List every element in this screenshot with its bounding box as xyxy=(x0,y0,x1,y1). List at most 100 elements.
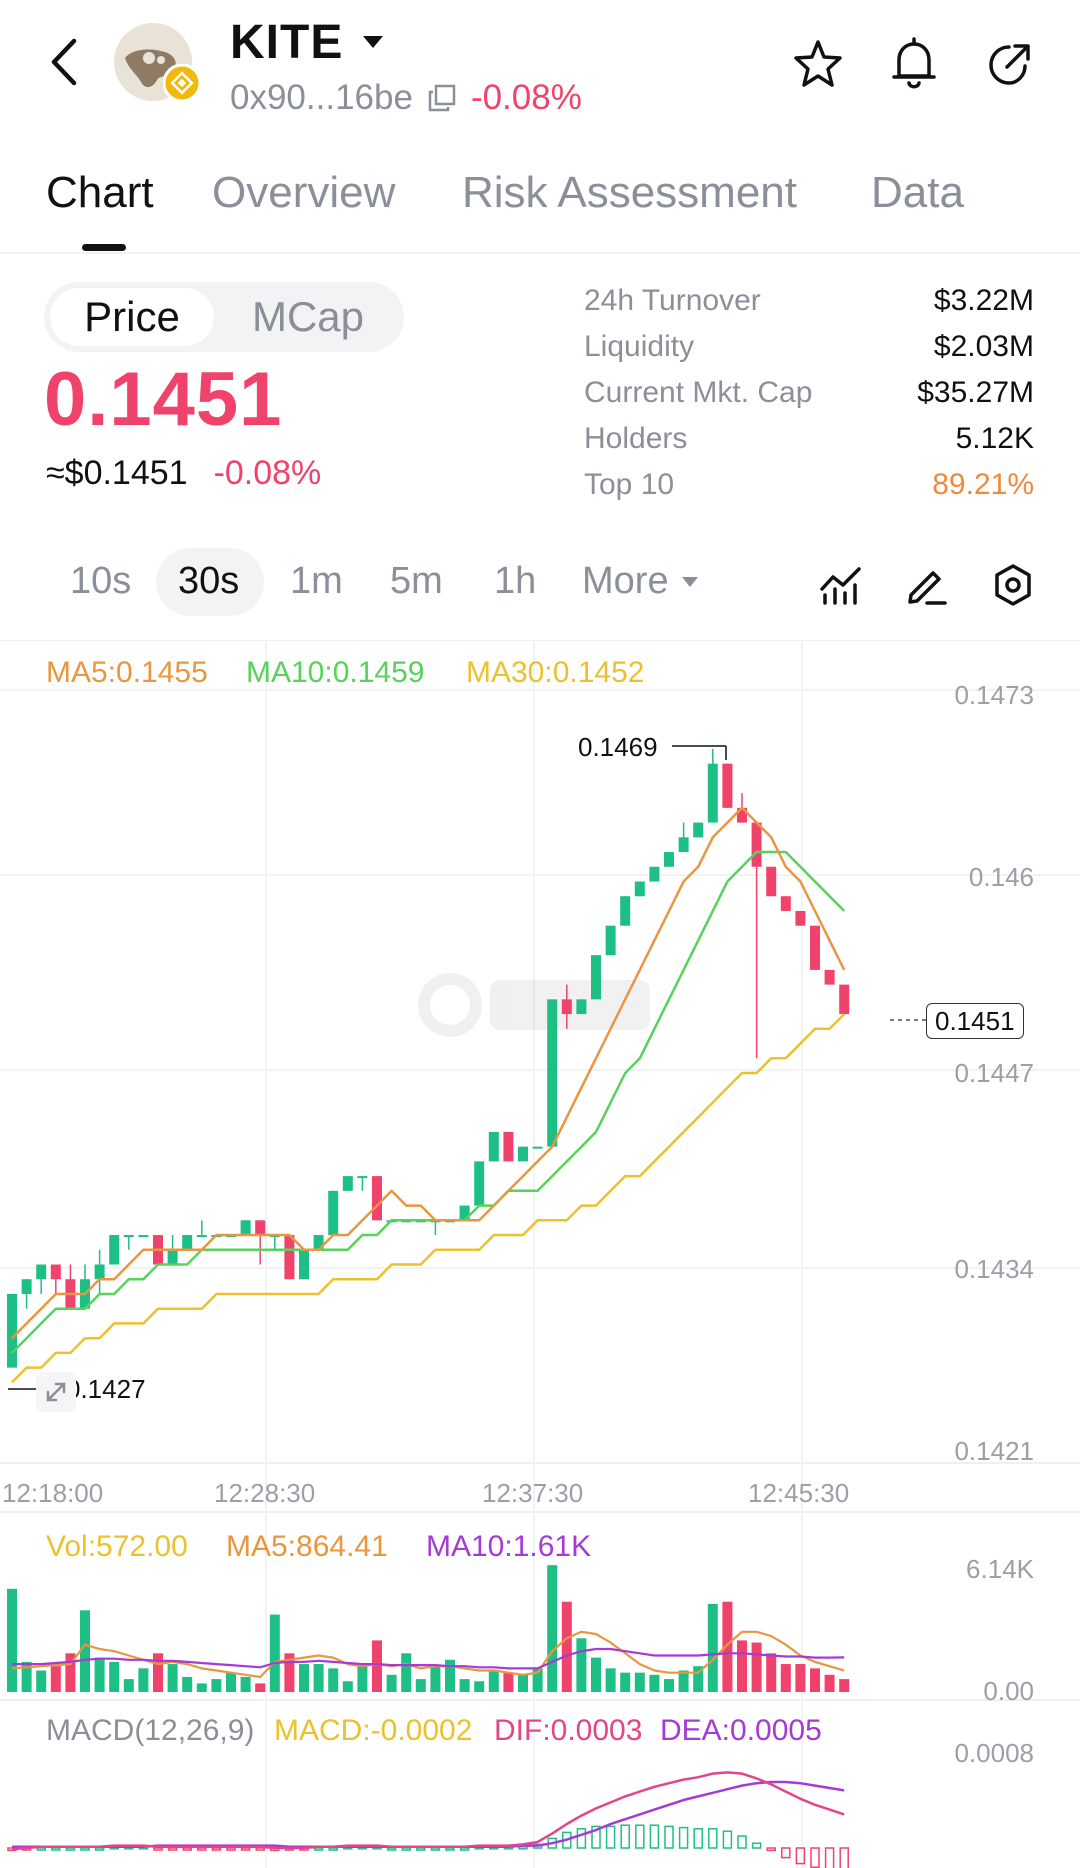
x-tick-3: 12:45:30 xyxy=(748,1478,850,1508)
y-tick-1: 0.146 xyxy=(968,862,1034,892)
stat-value-turnover: $3.22M xyxy=(933,284,1034,317)
volume-bar xyxy=(780,1664,791,1692)
toggle-price[interactable]: Price xyxy=(50,288,214,346)
macd-hist-bar xyxy=(605,1825,616,1849)
chart-settings-button[interactable] xyxy=(988,560,1038,610)
back-button[interactable] xyxy=(40,34,90,90)
candle-body xyxy=(21,1279,32,1294)
macd-dif-line xyxy=(11,1771,845,1851)
volume-bar xyxy=(357,1666,368,1692)
macd-hist-bar xyxy=(678,1826,689,1849)
macd-hist-bar xyxy=(65,1847,76,1851)
candle-body xyxy=(518,1146,528,1162)
macd-hist-bar xyxy=(620,1824,630,1849)
volume-bar xyxy=(503,1672,514,1692)
volume-bar xyxy=(664,1679,674,1692)
address-row: 0x90...16be -0.08% xyxy=(230,78,582,118)
volume-ma10-line xyxy=(12,1647,845,1670)
alert-button[interactable] xyxy=(886,34,942,94)
timeframe-5m[interactable]: 5m xyxy=(390,560,443,602)
tab-risk-assessment[interactable]: Risk Assessment xyxy=(462,168,797,217)
stat-label-holders: Holders xyxy=(584,422,688,455)
macd-hist-bar xyxy=(430,1847,441,1851)
indicators-icon xyxy=(820,567,861,605)
macd-hist-bar xyxy=(781,1847,791,1859)
volume-bar xyxy=(824,1674,835,1692)
indicators-button[interactable] xyxy=(816,560,866,610)
timeframe-1h[interactable]: 1h xyxy=(494,560,537,602)
legend-vol-ma10: MA10:1.61K xyxy=(426,1530,592,1563)
timeframe-30s[interactable]: 30s xyxy=(178,560,240,602)
volume-bar xyxy=(21,1661,32,1692)
candle-body xyxy=(357,1176,368,1179)
volume-bar xyxy=(649,1674,660,1692)
candle-body xyxy=(605,925,616,956)
toggle-mcap[interactable]: MCap xyxy=(226,288,390,346)
tab-overview[interactable]: Overview xyxy=(212,168,396,217)
candle-body xyxy=(737,807,747,823)
last-price-tag: 0.1451 xyxy=(926,1003,1024,1039)
candle-body xyxy=(503,1131,514,1162)
candle-body xyxy=(780,896,791,911)
macd-hist-bar xyxy=(167,1847,178,1851)
macd-hist-bar xyxy=(576,1828,587,1849)
candle-body xyxy=(766,866,777,897)
candle-body xyxy=(299,1249,309,1280)
volume-bar xyxy=(153,1653,163,1692)
tab-data[interactable]: Data xyxy=(871,168,964,217)
volume-bar xyxy=(123,1679,134,1692)
x-tick-0: 12:18:00 xyxy=(2,1478,104,1508)
timeframe-10s[interactable]: 10s xyxy=(70,560,132,602)
back-arrow-icon xyxy=(51,38,77,86)
expand-chart-button[interactable] xyxy=(36,1372,76,1412)
ma10-line xyxy=(11,850,846,1354)
usd-price: ≈$0.1451 xyxy=(46,454,188,492)
volume-bar xyxy=(561,1601,572,1692)
volume-bar xyxy=(459,1679,470,1692)
favorite-button[interactable] xyxy=(790,36,846,92)
stat-value-liquidity: $2.03M xyxy=(933,330,1034,363)
candle-body xyxy=(634,881,645,897)
tab-chart[interactable]: Chart xyxy=(46,168,154,217)
timeframe-1m[interactable]: 1m xyxy=(290,560,343,602)
token-selector[interactable]: KITE xyxy=(230,14,385,70)
candle-body xyxy=(167,1249,178,1265)
legend-macd-title: MACD(12,26,9) xyxy=(46,1714,255,1747)
candle-body xyxy=(576,999,587,1015)
volume-bar xyxy=(372,1640,382,1692)
volume-bar xyxy=(445,1659,455,1692)
settings-hexagon-icon xyxy=(995,564,1031,606)
timeframe-more[interactable]: More xyxy=(582,560,699,603)
share-button[interactable] xyxy=(982,36,1038,92)
stat-value-holders: 5.12K xyxy=(955,422,1034,455)
copy-icon[interactable] xyxy=(427,83,457,113)
price-chart[interactable] xyxy=(0,640,1080,1868)
volume-bar xyxy=(693,1666,704,1692)
stat-label-turnover: 24h Turnover xyxy=(584,284,761,317)
draw-button[interactable] xyxy=(902,560,952,610)
volume-bar xyxy=(707,1603,718,1692)
macd-hist-bar xyxy=(328,1847,338,1851)
candle-body xyxy=(839,984,850,1015)
candle-body xyxy=(693,822,704,838)
vol-y-tick-max: 6.14K xyxy=(966,1554,1034,1584)
volume-ma5-line xyxy=(11,1630,845,1679)
volume-bar xyxy=(196,1683,207,1692)
volume-bar xyxy=(401,1653,412,1692)
volume-bar xyxy=(737,1640,747,1692)
dropdown-caret-icon xyxy=(363,36,384,48)
candle-body xyxy=(649,866,660,882)
macd-hist-bar xyxy=(36,1847,46,1851)
ma5-line xyxy=(11,806,846,1340)
volume-bar xyxy=(795,1664,806,1692)
macd-hist-bar xyxy=(824,1847,835,1868)
y-tick-0: 0.1473 xyxy=(954,680,1034,710)
chain-badge-icon xyxy=(163,64,201,102)
volume-bar xyxy=(50,1666,61,1692)
candle-body xyxy=(328,1190,339,1236)
volume-bar xyxy=(532,1668,543,1692)
candle-body xyxy=(547,999,558,1147)
token-avatar xyxy=(113,22,203,102)
y-tick-4: 0.1421 xyxy=(954,1436,1034,1466)
candle-body xyxy=(824,969,835,985)
